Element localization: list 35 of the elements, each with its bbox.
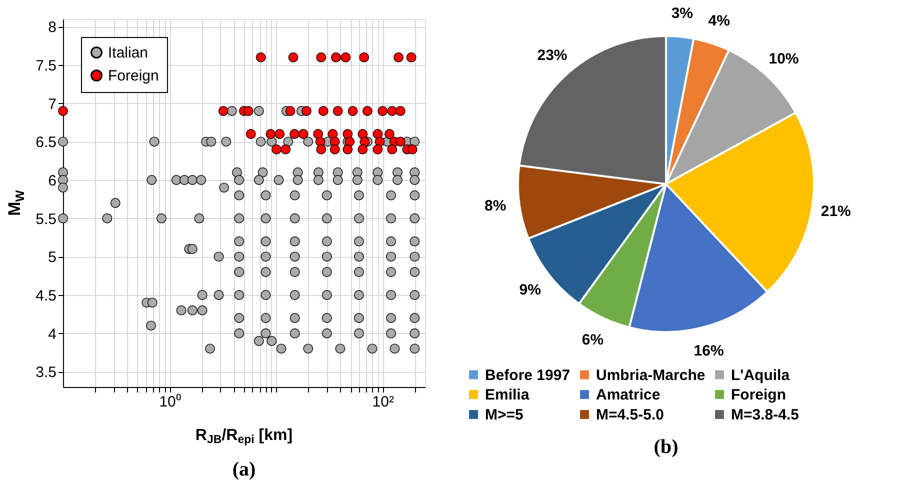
data-label: 8% (484, 198, 506, 215)
legend-label: Emilia (485, 386, 530, 404)
y-axis-title: MW (5, 190, 27, 216)
data-label: 4% (708, 12, 730, 30)
legend-label: Before 1997 (485, 366, 570, 384)
y-tick-label: 8 (48, 19, 56, 36)
y-tick-label: 5.5 (36, 210, 56, 228)
legend-label: M=4.5-5.0 (596, 406, 664, 424)
data-label: 23% (537, 46, 568, 64)
y-tick-label: 5 (48, 249, 56, 266)
data-label: 21% (820, 202, 851, 220)
legend-label: M>=5 (485, 406, 524, 424)
legend-label: M=3.8-4.5 (731, 406, 799, 424)
y-tick-label: 6.5 (36, 134, 56, 152)
legend-label: L'Aquila (731, 366, 790, 384)
y-tick-label: 4 (48, 326, 56, 343)
data-label: 6% (582, 332, 604, 349)
legend-label: Umbria-Marche (596, 366, 706, 384)
y-tick-label: 3.5 (36, 364, 56, 382)
text: (b) (654, 436, 678, 458)
x-tick-label: 10² (372, 394, 394, 410)
data-label: 9% (519, 281, 541, 298)
y-tick-label: 4.5 (36, 288, 56, 304)
y-tick-label: 7.5 (36, 58, 56, 74)
text: (a) (232, 458, 256, 481)
y-tick-label: 7 (48, 96, 56, 113)
y-tick-label: 6 (48, 172, 56, 190)
legend-label: Amatrice (596, 386, 660, 404)
data-label: 10% (768, 50, 799, 68)
legend-label: Foreign (731, 386, 786, 404)
data-label: 3% (671, 4, 694, 22)
legend-label: Italian (108, 44, 148, 62)
legend-label: Foreign (108, 68, 159, 84)
x-tick-label: 10⁰ (159, 394, 181, 410)
data-label: 16% (694, 342, 724, 360)
